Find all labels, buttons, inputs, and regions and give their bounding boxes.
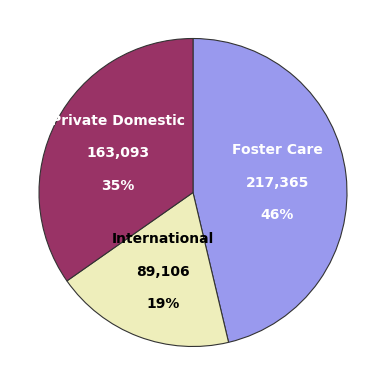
Text: Private Domestic

163,093

35%: Private Domestic 163,093 35%	[51, 114, 185, 193]
Wedge shape	[39, 38, 193, 281]
Text: Foster Care

217,365

46%: Foster Care 217,365 46%	[232, 143, 323, 222]
Text: International

89,106

19%: International 89,106 19%	[112, 232, 214, 311]
Wedge shape	[193, 38, 347, 342]
Wedge shape	[67, 192, 229, 346]
